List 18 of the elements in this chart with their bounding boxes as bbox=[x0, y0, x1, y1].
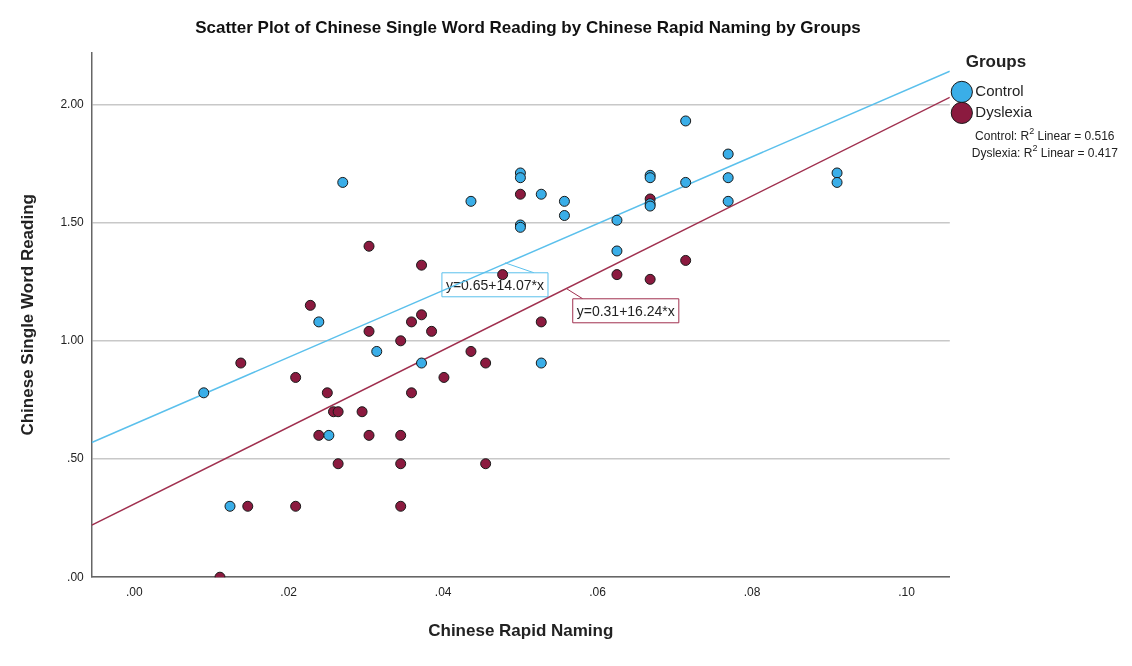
x-axis-title: Chinese Rapid Naming bbox=[428, 621, 614, 641]
y-tick-label: .00 bbox=[67, 569, 85, 584]
chart-title: Scatter Plot of Chinese Single Word Reading by Chinese Rapid Naming by Groups bbox=[195, 17, 861, 37]
x-tick-label: .02 bbox=[280, 584, 298, 599]
x-tick-label: .00 bbox=[125, 584, 143, 599]
y-tick-label: 1.00 bbox=[60, 333, 85, 348]
x-tick-label: .06 bbox=[589, 584, 607, 599]
legend-label: Dyslexia bbox=[975, 103, 1033, 121]
x-tick-label: .08 bbox=[743, 584, 761, 599]
legend-title: Groups bbox=[965, 52, 1027, 72]
y-tick-label: 2.00 bbox=[60, 96, 85, 111]
x-tick-label: .10 bbox=[898, 584, 916, 599]
x-tick-label: .04 bbox=[434, 584, 452, 599]
y-tick-label: 1.50 bbox=[60, 214, 85, 229]
y-axis-title: Chinese Single Word Reading bbox=[17, 194, 37, 436]
legend-label: Control bbox=[975, 82, 1024, 100]
annotation: y=0.31+16.24*x bbox=[576, 302, 675, 319]
y-tick-label: .50 bbox=[67, 451, 85, 466]
